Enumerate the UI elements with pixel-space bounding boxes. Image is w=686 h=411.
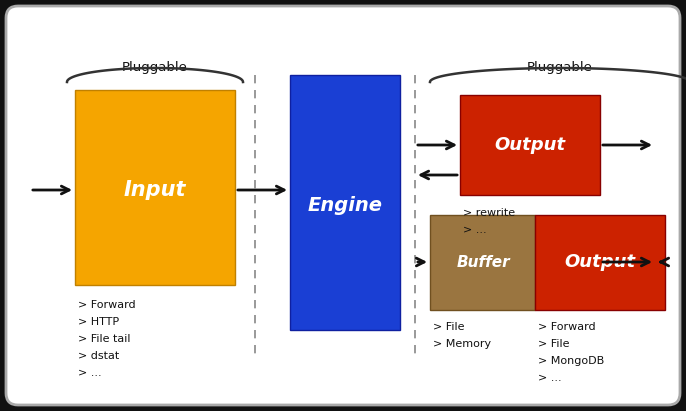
Text: Pluggable: Pluggable <box>122 62 188 74</box>
Text: > File: > File <box>433 322 464 332</box>
Text: > Memory: > Memory <box>433 339 491 349</box>
Text: Input: Input <box>123 180 187 200</box>
FancyBboxPatch shape <box>535 215 665 310</box>
Text: > ...: > ... <box>463 225 486 235</box>
Text: > MongoDB: > MongoDB <box>538 356 604 366</box>
Text: > dstat: > dstat <box>78 351 119 361</box>
FancyBboxPatch shape <box>460 95 600 195</box>
Text: > ...: > ... <box>538 373 562 383</box>
Text: > rewrite: > rewrite <box>463 208 515 218</box>
Text: > Forward: > Forward <box>78 300 136 310</box>
Text: Buffer: Buffer <box>456 254 510 270</box>
FancyBboxPatch shape <box>430 215 535 310</box>
Text: Output: Output <box>495 136 565 154</box>
Text: Pluggable: Pluggable <box>527 62 593 74</box>
Text: > File tail: > File tail <box>78 334 130 344</box>
Text: Engine: Engine <box>307 196 383 215</box>
FancyBboxPatch shape <box>290 75 400 330</box>
Text: > File: > File <box>538 339 569 349</box>
Text: Output: Output <box>565 253 635 271</box>
FancyBboxPatch shape <box>6 6 680 405</box>
Text: > ...: > ... <box>78 368 102 378</box>
Text: > Forward: > Forward <box>538 322 595 332</box>
Text: > HTTP: > HTTP <box>78 317 119 327</box>
FancyBboxPatch shape <box>75 90 235 285</box>
